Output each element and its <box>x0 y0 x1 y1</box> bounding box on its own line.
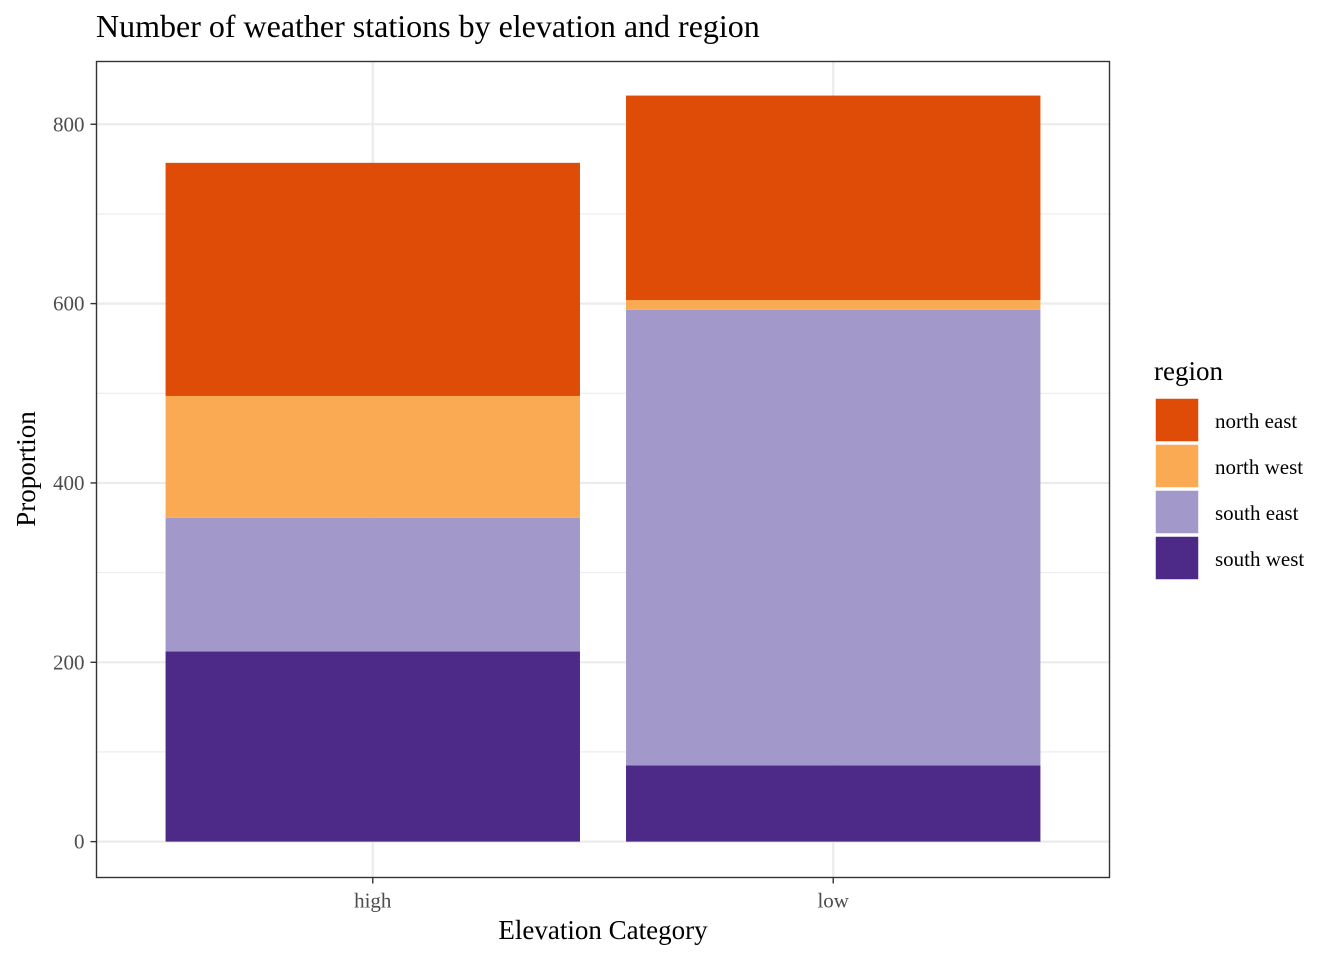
x-tick-label: low <box>817 889 849 913</box>
bar-low-south-east <box>626 309 1041 766</box>
legend-label-south-east: south east <box>1215 501 1299 525</box>
plot-border <box>95 60 1111 879</box>
bar-low-south-west <box>626 765 1041 842</box>
legend-label-south-west: south west <box>1215 547 1304 571</box>
bars <box>165 95 1041 842</box>
bar-high-north-east <box>165 162 580 396</box>
bar-low-north-east <box>626 95 1041 301</box>
bar-high-north-west <box>165 395 580 518</box>
bar-high-south-west <box>165 651 580 842</box>
legend-key-north-east <box>1154 397 1200 443</box>
plot-area <box>95 60 1111 879</box>
y-tick-label: 800 <box>53 112 85 136</box>
legend-key-south-west <box>1154 535 1200 581</box>
x-axis: high low <box>354 877 850 913</box>
legend-key-north-west <box>1154 443 1200 489</box>
y-tick-label: 400 <box>53 471 85 495</box>
legend-label-north-east: north east <box>1215 409 1297 433</box>
legend: region north east north west south east sou… <box>1154 356 1304 581</box>
legend-title: region <box>1154 356 1223 386</box>
bar-high-south-east <box>165 517 580 652</box>
legend-label-north-west: north west <box>1215 455 1303 479</box>
chart-title: Number of weather stations by elevation … <box>96 8 760 44</box>
y-tick-label: 0 <box>74 830 85 854</box>
y-axis: 0 200 400 600 800 <box>53 112 97 854</box>
legend-key-south-east <box>1154 489 1200 535</box>
y-tick-label: 600 <box>53 292 85 316</box>
bar-low-north-west <box>626 300 1041 310</box>
x-axis-title: Elevation Category <box>498 915 708 945</box>
y-axis-title: Proportion <box>11 411 41 527</box>
y-tick-label: 200 <box>53 650 85 674</box>
x-tick-label: high <box>354 889 392 913</box>
